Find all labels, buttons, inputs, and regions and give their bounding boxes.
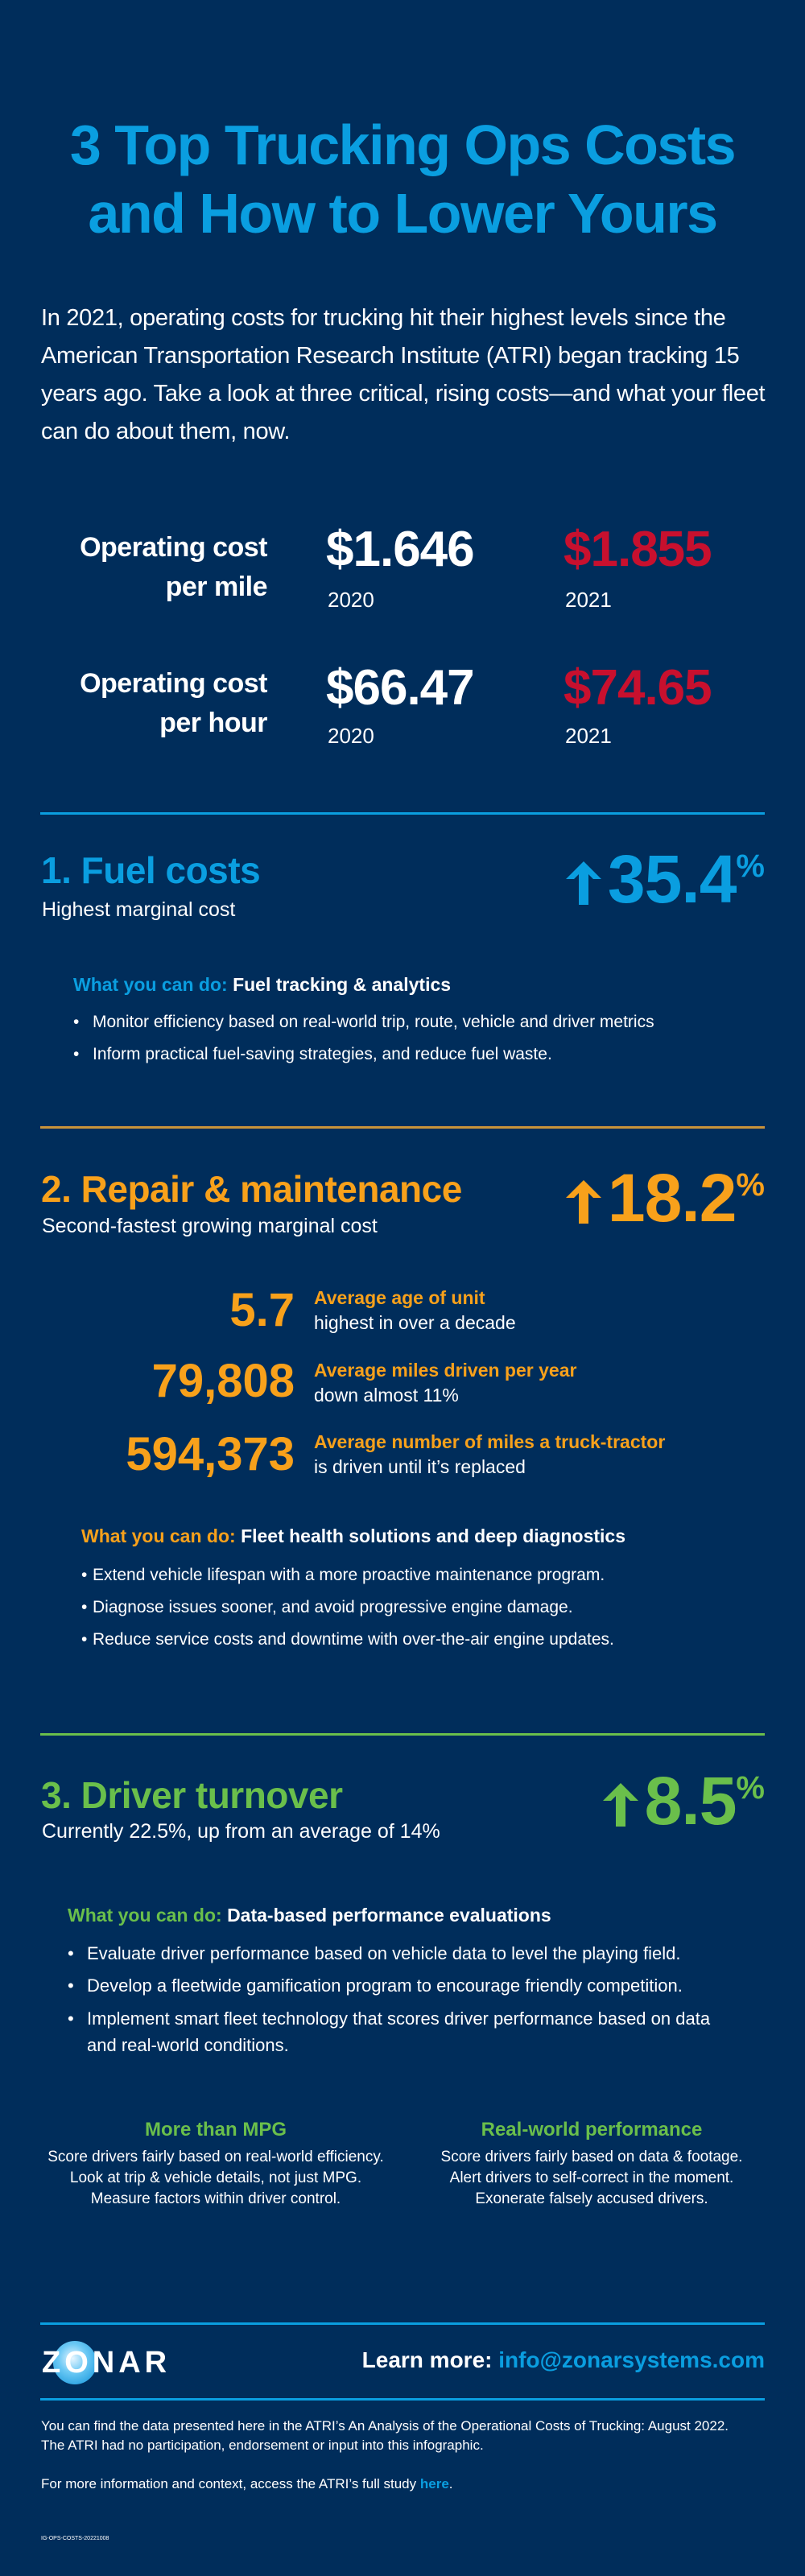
page-title: 3 Top Trucking Ops Costs and How to Lowe… (24, 111, 781, 248)
what-label: What you can do: (81, 1525, 236, 1546)
stat-title: Average number of miles a truck-tractor (314, 1431, 666, 1452)
list-item: Reduce service costs and downtime with o… (81, 1624, 614, 1656)
section-subtitle: Second-fastest growing marginal cost (42, 1215, 378, 1237)
intro-paragraph: In 2021, operating costs for trucking hi… (41, 305, 766, 444)
stat-value: 5.7 (229, 1284, 295, 1336)
feature-column: More than MPG Score drivers fairly based… (31, 2116, 401, 2210)
increase-value: 8.5 (644, 1763, 737, 1839)
logo-target-icon (53, 2341, 97, 2384)
learn-more-label: Learn more: (361, 2347, 493, 2372)
logo-text: ZONAR (42, 2346, 171, 2380)
cost-per-mile-label: Operating cost per mile (32, 528, 267, 607)
column-line: Score drivers fairly based on real-world… (47, 2149, 384, 2165)
increase-value: 35.4 (607, 841, 737, 917)
what-label: What you can do: (68, 1905, 222, 1926)
year-2021: 2021 (565, 588, 612, 612)
divider (40, 2398, 765, 2401)
list-item: Evaluate driver performance based on veh… (68, 1938, 728, 1970)
percent-sign: % (736, 1770, 765, 1806)
stat-label: Average miles driven per year down almost… (314, 1358, 576, 1408)
feature-column: Real-world performance Score drivers fai… (407, 2116, 777, 2210)
title-line-1: 3 Top Trucking Ops Costs (69, 114, 737, 176)
study-text: For more information and context, access… (41, 2476, 420, 2491)
title-line-2: and How to Lower Yours (88, 182, 718, 245)
divider (40, 2322, 765, 2325)
document-code: IG-OPS-COSTS-20221008 (41, 2536, 109, 2541)
study-note: For more information and context, access… (41, 2475, 774, 2494)
label-line: Operating cost (80, 668, 267, 699)
email-link[interactable]: info@zonarsystems.com (498, 2347, 765, 2372)
divider (40, 1733, 765, 1736)
stat-label: Average number of miles a truck-tractor i… (314, 1430, 665, 1480)
study-link[interactable]: here (419, 2476, 449, 2491)
disclaimer: You can find the data presented here in … (41, 2417, 774, 2455)
year-2020: 2020 (328, 588, 374, 612)
section-subtitle: Highest marginal cost (42, 898, 236, 921)
section-title: 3. Driver turnover (41, 1774, 343, 1816)
section-title: 2. Repair & maintenance (41, 1168, 462, 1210)
list-item: Extend vehicle lifespan with a more proa… (81, 1559, 614, 1591)
disclaimer-line: The ATRI had no participation, endorseme… (41, 2438, 484, 2453)
stat-title: Average miles driven per year (314, 1360, 577, 1381)
section-title: 1. Fuel costs (41, 849, 261, 891)
cost-per-hour-2021: $74.65 (564, 660, 712, 716)
study-end: . (448, 2476, 453, 2491)
stat-value: 79,808 (151, 1355, 295, 1407)
learn-more: Learn more: info@zonarsystems.com (362, 2347, 765, 2373)
increase-value: 18.2 (607, 1160, 737, 1236)
column-heading: Real-world performance (481, 2119, 703, 2140)
stat-label: Average age of unit highest in over a dec… (314, 1286, 516, 1335)
column-line: Exonerate falsely accused drivers. (475, 2190, 708, 2207)
column-line: Score drivers fairly based on data & foo… (440, 2149, 743, 2165)
list-item: Develop a fleetwide gamification program… (68, 1970, 728, 2002)
what-you-can-do: What you can do: Fuel tracking & analyti… (73, 972, 451, 997)
increase-stat: 35.4 % (564, 845, 765, 913)
stat-title: Average age of unit (314, 1287, 485, 1308)
what-label: What you can do: (73, 974, 228, 995)
column-heading: More than MPG (144, 2119, 287, 2140)
stat-detail: is driven until it’s replaced (314, 1456, 526, 1477)
disclaimer-line: You can find the data presented here in … (41, 2418, 729, 2434)
arrow-up-icon (602, 1783, 638, 1827)
column-line: Alert drivers to self-correct in the mom… (449, 2169, 734, 2186)
year-2021: 2021 (565, 724, 612, 748)
list-item: Implement smart fleet technology that sc… (68, 2002, 728, 2058)
increase-stat: 8.5 % (601, 1767, 765, 1835)
what-value: Data-based performance evaluations (227, 1905, 551, 1926)
stat-detail: highest in over a decade (314, 1312, 516, 1333)
bullet-list: Extend vehicle lifespan with a more proa… (81, 1559, 614, 1656)
list-item: Diagnose issues sooner, and avoid progre… (81, 1591, 614, 1624)
label-line: Operating cost (80, 532, 267, 563)
percent-sign: % (736, 848, 765, 884)
bullet-list: Evaluate driver performance based on veh… (68, 1938, 728, 2058)
percent-sign: % (736, 1167, 765, 1203)
label-line: per hour (159, 708, 267, 738)
column-line: Measure factors within driver control. (90, 2190, 341, 2207)
arrow-up-icon (565, 861, 601, 905)
what-value: Fuel tracking & analytics (233, 974, 452, 995)
what-you-can-do: What you can do: Fleet health solutions … (81, 1524, 625, 1548)
stat-detail: down almost 11% (314, 1385, 459, 1406)
zonar-logo: ZONAR (42, 2340, 187, 2385)
stat-value: 594,373 (126, 1428, 295, 1480)
list-item: Inform practical fuel-saving strategies,… (73, 1038, 654, 1071)
cost-per-hour-label: Operating cost per hour (32, 664, 267, 743)
divider (40, 1126, 765, 1129)
cost-per-hour-2020: $66.47 (326, 660, 475, 716)
label-line: per mile (165, 572, 268, 602)
divider (40, 812, 765, 815)
cost-per-mile-2021: $1.855 (564, 522, 712, 577)
cost-per-mile-2020: $1.646 (326, 522, 475, 577)
bullet-list: Monitor efficiency based on real-world t… (73, 1006, 654, 1071)
increase-stat: 18.2 % (564, 1164, 765, 1232)
year-2020: 2020 (328, 724, 374, 748)
what-value: Fleet health solutions and deep diagnost… (241, 1525, 626, 1546)
what-you-can-do: What you can do: Data-based performance … (68, 1903, 551, 1927)
arrow-up-icon (565, 1180, 601, 1224)
list-item: Monitor efficiency based on real-world t… (73, 1006, 654, 1038)
column-line: Look at trip & vehicle details, not just… (69, 2169, 362, 2186)
section-subtitle: Currently 22.5%, up from an average of 1… (42, 1820, 440, 1843)
